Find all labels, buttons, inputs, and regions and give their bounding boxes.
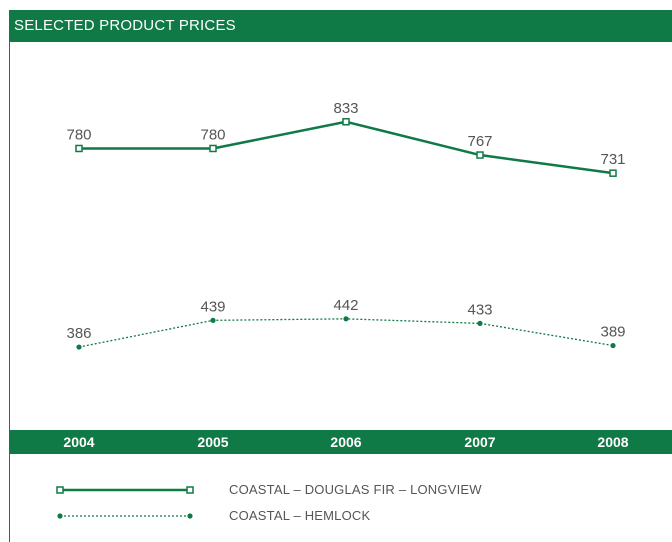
- x-tick-label: 2006: [330, 434, 362, 450]
- data-point: [76, 344, 82, 350]
- data-point: [477, 320, 483, 326]
- data-label: 767: [467, 133, 492, 150]
- data-label: 780: [66, 126, 91, 143]
- data-label: 439: [200, 298, 225, 315]
- legend-item: COASTAL – DOUGLAS FIR – LONGVIEW: [10, 480, 610, 500]
- data-label: 442: [333, 297, 358, 314]
- x-axis-bar: 2004 2005 2006 2007 2008: [10, 430, 672, 454]
- x-tick-label: 2005: [197, 434, 229, 450]
- data-point: [210, 317, 216, 323]
- x-tick-label: 2008: [597, 434, 629, 450]
- series-line-1: [79, 120, 614, 175]
- data-point: [609, 169, 617, 177]
- data-label: 389: [600, 324, 625, 341]
- series-line-2: [78, 318, 614, 348]
- data-label: 780: [200, 126, 225, 143]
- data-label: 731: [600, 151, 625, 168]
- data-point: [610, 342, 616, 349]
- data-label: 386: [66, 325, 91, 342]
- legend-swatch: [56, 486, 194, 494]
- legend-item: COASTAL – HEMLOCK: [10, 506, 610, 526]
- chart-panel: SELECTED PRODUCT PRICES 780 780 833 767 731 3…: [9, 10, 672, 542]
- legend: COASTAL – DOUGLAS FIR – LONGVIEW COASTAL …: [10, 470, 672, 540]
- plot-area: 780 780 833 767 731 386 439 442 433 389: [66, 100, 626, 350]
- x-tick-label: 2004: [63, 434, 95, 450]
- legend-swatch: [57, 513, 193, 519]
- data-point: [342, 118, 350, 126]
- x-tick-label: 2007: [464, 434, 496, 450]
- legend-label: COASTAL – HEMLOCK: [229, 508, 371, 523]
- data-point: [75, 144, 83, 153]
- chart-title: SELECTED PRODUCT PRICES: [10, 10, 672, 42]
- data-point: [343, 316, 349, 322]
- data-label: 433: [467, 301, 492, 318]
- data-label: 833: [333, 100, 358, 117]
- data-point: [476, 151, 484, 159]
- data-point: [209, 144, 217, 153]
- legend-label: COASTAL – DOUGLAS FIR – LONGVIEW: [229, 482, 482, 497]
